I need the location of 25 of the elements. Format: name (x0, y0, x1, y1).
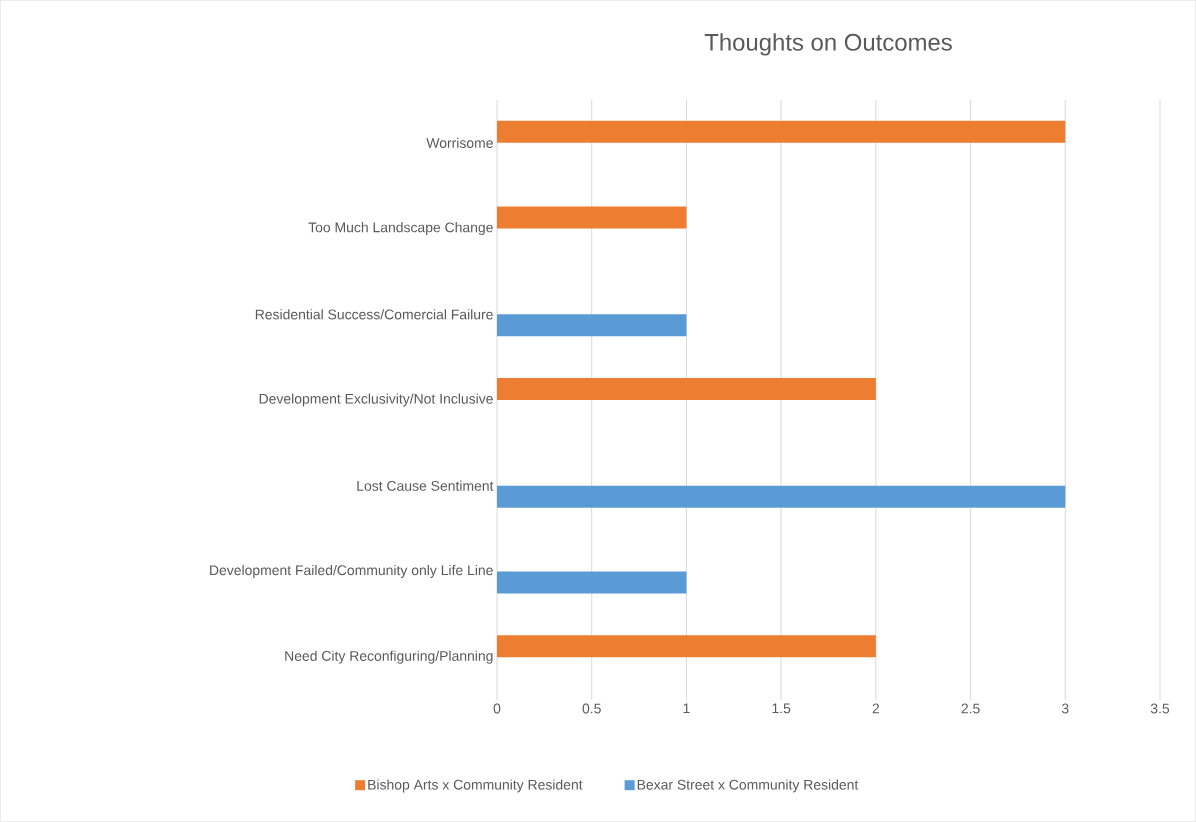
chart-title: Thoughts on Outcomes (704, 33, 952, 56)
y-tick-label: Development Failed/Community only Life Line (210, 564, 493, 578)
x-tick-label: 0 (493, 703, 501, 714)
bar (497, 635, 876, 658)
x-tick-label: 3 (1061, 703, 1069, 714)
bar (497, 485, 1066, 508)
legend-label: Bishop Arts x Community Resident (368, 779, 583, 793)
x-tick-label: 2.5 (961, 703, 980, 714)
y-tick-label: Too Much Landscape Change (308, 222, 493, 236)
y-tick-label: Worrisome (426, 137, 493, 148)
y-tick-label: Development Exclusivity/Not Inclusive (259, 393, 493, 407)
x-tick-label: 0.5 (582, 703, 601, 714)
legend-label: Bexar Street x Community Resident (637, 779, 859, 793)
x-tick-label: 3.5 (1150, 703, 1170, 714)
bar (497, 206, 687, 229)
y-tick-label: Need City Reconfiguring/Planning (285, 650, 493, 664)
bar (497, 378, 876, 400)
y-tick-label: Lost Cause Sentiment (357, 480, 494, 491)
x-tick-label: 1.5 (772, 703, 791, 714)
x-tick-label: 1 (683, 703, 690, 714)
bar (497, 571, 687, 594)
x-tick-label: 2 (872, 703, 880, 714)
y-tick-label: Residential Success/Comercial Failure (255, 309, 493, 320)
bar (497, 314, 687, 337)
bar (497, 120, 1066, 143)
